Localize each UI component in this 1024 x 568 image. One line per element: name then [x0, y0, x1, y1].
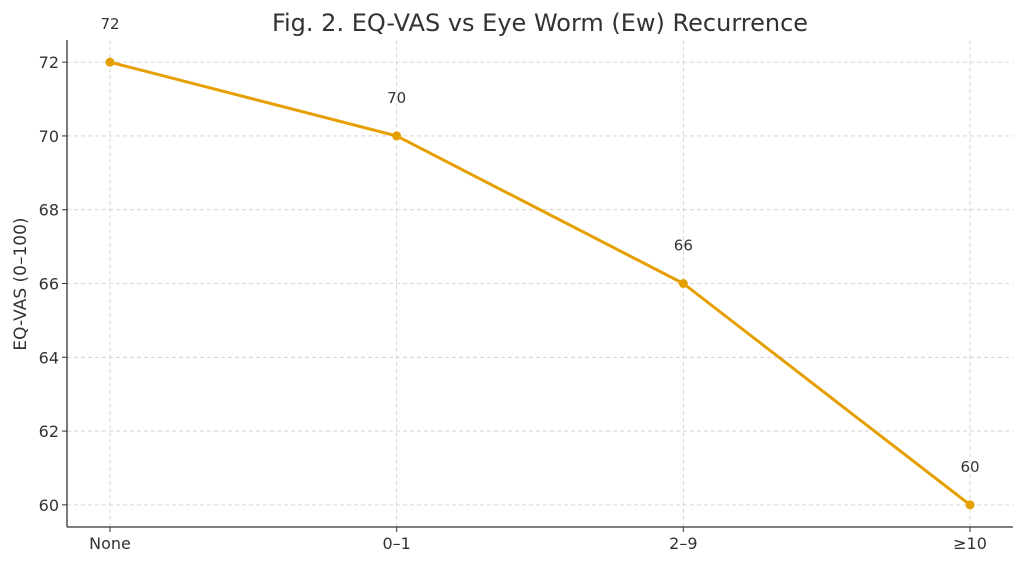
data-labels: 72 70 66 60 [100, 15, 979, 476]
data-point [105, 57, 115, 67]
x-tick-label: None [89, 534, 131, 553]
y-axis-label: EQ-VAS (0–100) [11, 217, 31, 350]
data-point [678, 279, 688, 288]
series-line [109, 60, 971, 507]
data-label: 60 [960, 458, 979, 476]
y-tick-label: 72 [39, 53, 59, 72]
y-tick-label: 66 [39, 275, 59, 294]
chart-title: Fig. 2. EQ-VAS vs Eye Worm (Ew) Recurren… [272, 9, 808, 37]
data-label: 72 [100, 15, 119, 33]
data-point [392, 131, 402, 141]
data-point [965, 500, 975, 510]
x-tick-label: 2–9 [669, 534, 697, 553]
y-tick-label: 60 [39, 496, 59, 515]
grid [67, 40, 1013, 527]
y-tick-label: 64 [39, 348, 59, 367]
x-tick-label: ≥10 [953, 534, 987, 553]
data-label: 66 [674, 237, 693, 255]
y-tick-label: 68 [39, 201, 59, 220]
x-tick-label: 0–1 [382, 534, 410, 553]
y-tick-label: 62 [39, 422, 59, 441]
data-label: 70 [387, 89, 406, 107]
ticks: 60 62 64 66 68 70 72 None 0–1 2–9 ≥10 [39, 53, 987, 553]
y-tick-label: 70 [39, 127, 59, 146]
series [105, 57, 975, 510]
